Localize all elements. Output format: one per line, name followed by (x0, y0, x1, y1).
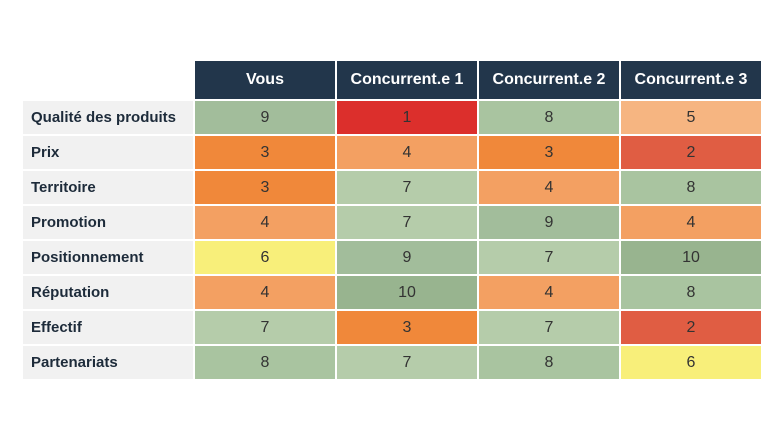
score-cell: 6 (193, 239, 335, 274)
score-cell: 9 (477, 204, 619, 239)
score-cell: 3 (477, 134, 619, 169)
column-header-vous: Vous (193, 61, 335, 99)
score-cell: 4 (477, 274, 619, 309)
score-cell: 6 (619, 344, 761, 379)
row-label: Prix (23, 134, 193, 169)
score-cell: 4 (619, 204, 761, 239)
competitor-score-table: Vous Concurrent.e 1 Concurrent.e 2 Concu… (23, 61, 761, 379)
score-table-container: Vous Concurrent.e 1 Concurrent.e 2 Concu… (23, 61, 761, 379)
table-row: Partenariats 8 7 8 6 (23, 344, 761, 379)
table-row: Territoire 3 7 4 8 (23, 169, 761, 204)
row-label: Promotion (23, 204, 193, 239)
score-cell: 2 (619, 134, 761, 169)
header-row: Vous Concurrent.e 1 Concurrent.e 2 Concu… (23, 61, 761, 99)
row-label: Qualité des produits (23, 99, 193, 134)
score-cell: 7 (193, 309, 335, 344)
score-cell: 8 (619, 274, 761, 309)
score-cell: 10 (335, 274, 477, 309)
table-row: Réputation 4 10 4 8 (23, 274, 761, 309)
score-cell: 4 (193, 204, 335, 239)
score-cell: 8 (193, 344, 335, 379)
score-cell: 5 (619, 99, 761, 134)
score-cell: 3 (193, 134, 335, 169)
row-label: Positionnement (23, 239, 193, 274)
table-body: Qualité des produits 9 1 8 5 Prix 3 4 3 … (23, 99, 761, 379)
row-label: Réputation (23, 274, 193, 309)
table-row: Positionnement 6 9 7 10 (23, 239, 761, 274)
table-row: Effectif 7 3 7 2 (23, 309, 761, 344)
score-cell: 7 (335, 344, 477, 379)
score-cell: 9 (335, 239, 477, 274)
score-cell: 9 (193, 99, 335, 134)
row-label: Effectif (23, 309, 193, 344)
score-cell: 4 (193, 274, 335, 309)
column-header-competitor-2: Concurrent.e 2 (477, 61, 619, 99)
table-row: Promotion 4 7 9 4 (23, 204, 761, 239)
score-cell: 1 (335, 99, 477, 134)
header-corner (23, 61, 193, 99)
row-label: Territoire (23, 169, 193, 204)
row-label: Partenariats (23, 344, 193, 379)
score-cell: 3 (335, 309, 477, 344)
score-cell: 4 (477, 169, 619, 204)
score-cell: 7 (477, 309, 619, 344)
table-row: Qualité des produits 9 1 8 5 (23, 99, 761, 134)
score-cell: 10 (619, 239, 761, 274)
score-cell: 8 (477, 99, 619, 134)
score-cell: 7 (477, 239, 619, 274)
score-cell: 3 (193, 169, 335, 204)
score-cell: 8 (619, 169, 761, 204)
score-cell: 7 (335, 169, 477, 204)
score-cell: 4 (335, 134, 477, 169)
score-cell: 8 (477, 344, 619, 379)
score-cell: 2 (619, 309, 761, 344)
table-row: Prix 3 4 3 2 (23, 134, 761, 169)
score-cell: 7 (335, 204, 477, 239)
column-header-competitor-1: Concurrent.e 1 (335, 61, 477, 99)
column-header-competitor-3: Concurrent.e 3 (619, 61, 761, 99)
